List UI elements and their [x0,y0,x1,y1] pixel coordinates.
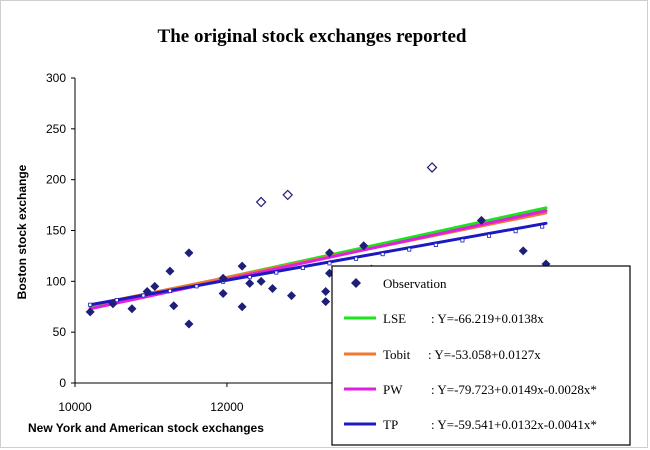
observation-point-hollow [426,162,438,173]
tp-fitted-marker [300,265,305,270]
observation-point [245,278,255,288]
observation-point [127,304,137,314]
legend-equation-tobit: : Y=-53.058+0.0127x [428,347,541,362]
legend-equation-tp: : Y=-59.541+0.0132x-0.0041x* [431,417,597,432]
observation-point [218,273,228,283]
legend-label-lse: LSE [383,311,406,326]
observation-point-hollow [255,196,267,208]
tp-fitted-marker [433,242,438,247]
legend-equation-lse: : Y=-66.219+0.0138x [431,311,544,326]
observation-point [108,299,118,309]
x-tick-label: 12000 [210,400,244,414]
legend: Observation LSE : Y=-66.219+0.0138x Tobit:… [331,265,631,446]
y-tick-label: 300 [46,71,66,85]
observation-point [359,241,369,251]
observation-point [321,287,331,296]
tp-fitted-marker [540,224,545,229]
observation-point [237,302,247,312]
regression-lines [88,206,548,311]
observation-point [324,248,334,258]
legend-entries: LSE : Y=-66.219+0.0138x Tobit : Y=-53.058+0… [344,311,597,432]
tp-fitted-marker [354,256,359,261]
observation-point-hollow [282,189,294,201]
y-tick-label: 250 [46,122,66,136]
chart-title: The original stock exchanges reported [158,26,467,47]
legend-equation-pw: : Y=-79.723+0.0149x-0.0028x* [431,382,597,397]
observation-point [256,276,266,286]
tp-fitted-marker [327,261,332,266]
tp-fitted-marker [194,284,199,289]
y-tick-label: 150 [46,224,66,238]
tp-fitted-marker [114,298,119,303]
legend-label-pw: PW [383,382,403,397]
observation-point [165,266,175,276]
observation-point [150,281,160,291]
y-tick-label: 50 [53,325,67,339]
y-tick-label: 100 [46,274,66,288]
tp-fitted-marker [487,233,492,238]
observation-point [184,319,194,329]
regression-line-tp [88,221,548,307]
tp-fitted-marker [88,302,93,307]
legend-observation-label: Observation [383,276,447,291]
observation-point [287,291,297,301]
y-ticks: 0 50 100 150 200 250 300 [46,71,75,390]
observation-point [218,289,228,299]
x-tick-label: 10000 [58,400,92,414]
tp-fitted-marker [247,275,252,280]
y-axis-title: Boston stock exchange [15,164,29,299]
x-axis-title: New York and American stock exchanges [28,421,264,435]
y-tick-label: 0 [59,376,66,390]
tp-fitted-marker [380,252,385,257]
observation-point [184,248,194,258]
tp-fitted-marker [141,293,146,298]
y-tick-label: 200 [46,173,66,187]
legend-observation-marker [351,278,361,288]
observation-point [142,287,152,296]
tp-fitted-marker [513,229,518,234]
observation-point [237,261,247,271]
tp-fitted-marker [167,288,172,293]
observation-point [518,246,528,256]
tp-fitted-marker [460,238,465,243]
observation-point [321,297,331,307]
legend-label-tp: TP [383,417,398,432]
legend-box [331,265,631,446]
observation-point [85,307,95,317]
axes [74,78,332,384]
observation-point [476,215,486,225]
observation-point [169,301,179,311]
tp-fitted-marker [407,247,412,252]
legend-label-tobit: Tobit [383,347,411,362]
tp-fitted-marker [274,270,279,275]
observation-point [268,283,278,293]
